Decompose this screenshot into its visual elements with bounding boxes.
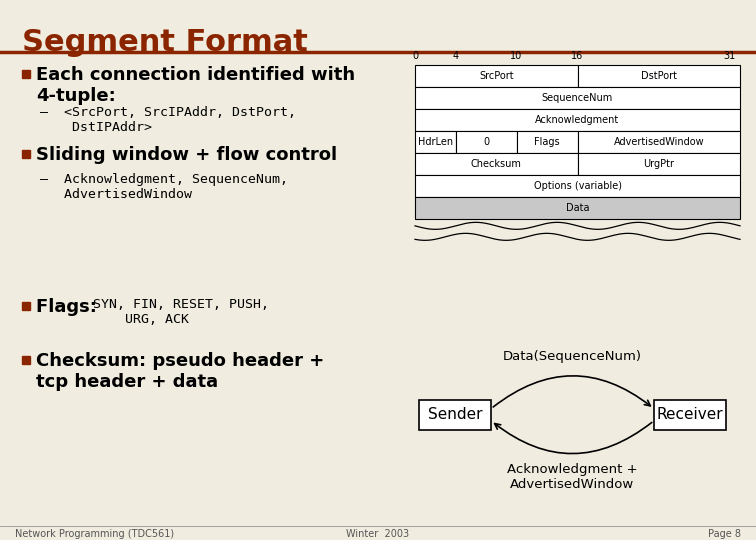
Text: Sender: Sender xyxy=(428,407,482,422)
Text: 10: 10 xyxy=(510,51,522,61)
Bar xyxy=(456,131,516,153)
Text: Acknowledgment: Acknowledgment xyxy=(535,115,620,125)
Text: Checksum: Checksum xyxy=(471,159,522,169)
Bar xyxy=(654,400,726,430)
Text: Receiver: Receiver xyxy=(657,407,723,422)
Text: Each connection identified with
4-tuple:: Each connection identified with 4-tuple: xyxy=(36,66,355,105)
Text: 4: 4 xyxy=(453,51,459,61)
Bar xyxy=(22,150,30,158)
Text: Data: Data xyxy=(565,203,589,213)
Bar xyxy=(415,175,740,197)
Text: Winter  2003: Winter 2003 xyxy=(346,529,410,538)
Text: 0: 0 xyxy=(483,137,489,147)
Bar xyxy=(415,131,456,153)
Bar xyxy=(415,65,578,87)
Text: 31: 31 xyxy=(723,51,736,61)
Bar xyxy=(419,400,491,430)
Text: Network Programming (TDC561): Network Programming (TDC561) xyxy=(15,529,174,538)
Text: HdrLen: HdrLen xyxy=(418,137,453,147)
Text: Acknowledgment +
AdvertisedWindow: Acknowledgment + AdvertisedWindow xyxy=(507,463,638,491)
Text: 0: 0 xyxy=(412,51,418,61)
Text: SYN, FIN, RESET, PUSH,
    URG, ACK: SYN, FIN, RESET, PUSH, URG, ACK xyxy=(93,298,269,326)
Text: Options (variable): Options (variable) xyxy=(534,181,621,191)
Bar xyxy=(415,153,578,175)
Text: UrgPtr: UrgPtr xyxy=(643,159,674,169)
Text: Sliding window + flow control: Sliding window + flow control xyxy=(36,146,337,164)
Bar xyxy=(22,356,30,364)
Text: Flags:: Flags: xyxy=(36,298,103,316)
Text: –  Acknowledgment, SequenceNum,
   AdvertisedWindow: – Acknowledgment, SequenceNum, Advertise… xyxy=(40,173,288,201)
Text: Flags: Flags xyxy=(534,137,560,147)
Bar xyxy=(415,87,740,109)
Text: –  <SrcPort, SrcIPAddr, DstPort,
    DstIPAddr>: – <SrcPort, SrcIPAddr, DstPort, DstIPAdd… xyxy=(40,106,296,134)
Bar xyxy=(415,197,740,219)
Text: Data(SequenceNum): Data(SequenceNum) xyxy=(503,350,642,363)
Bar xyxy=(578,153,740,175)
Text: SrcPort: SrcPort xyxy=(479,71,513,81)
Text: DstPort: DstPort xyxy=(641,71,677,81)
Bar xyxy=(578,65,740,87)
Text: 16: 16 xyxy=(572,51,584,61)
Bar xyxy=(22,70,30,78)
Bar xyxy=(415,109,740,131)
Bar xyxy=(516,131,578,153)
Text: SequenceNum: SequenceNum xyxy=(542,93,613,103)
Text: Segment Format: Segment Format xyxy=(22,28,308,57)
Text: Checksum: pseudo header +
tcp header + data: Checksum: pseudo header + tcp header + d… xyxy=(36,352,324,390)
Text: Page 8: Page 8 xyxy=(708,529,741,538)
Bar xyxy=(22,302,30,310)
Text: AdvertisedWindow: AdvertisedWindow xyxy=(613,137,704,147)
Bar xyxy=(578,131,740,153)
